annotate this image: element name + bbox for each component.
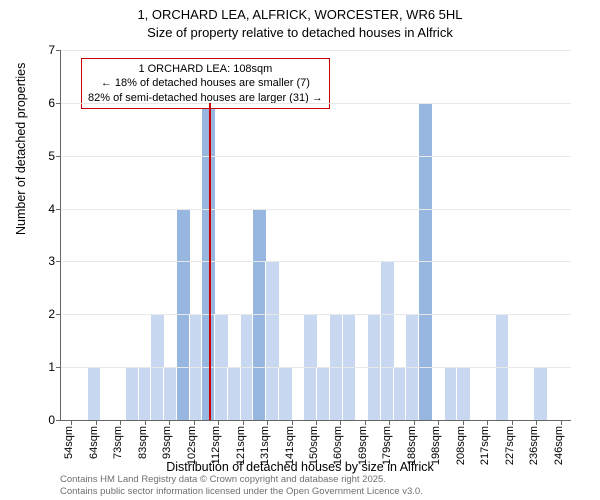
gridline	[61, 314, 571, 315]
attribution: Contains HM Land Registry data © Crown c…	[60, 474, 423, 498]
xtick-mark	[243, 420, 244, 425]
chart-title: 1, ORCHARD LEA, ALFRICK, WORCESTER, WR6 …	[0, 0, 600, 41]
histogram-bar	[533, 367, 548, 420]
xtick-mark	[487, 420, 488, 425]
xtick-mark	[389, 420, 390, 425]
xtick-label: 112sqm	[210, 426, 222, 464]
xtick-mark	[438, 420, 439, 425]
xtick-mark	[316, 420, 317, 425]
xtick-mark	[365, 420, 366, 425]
gridline	[61, 209, 571, 210]
ytick-mark	[56, 314, 61, 315]
legend-line2: ← 18% of detached houses are smaller (7)	[88, 76, 323, 90]
xtick-label: 169sqm	[357, 426, 369, 465]
gridline	[61, 261, 571, 262]
ytick-mark	[56, 209, 61, 210]
xtick-label: 83sqm	[137, 426, 149, 459]
xtick-mark	[96, 420, 97, 425]
xtick-label: 150sqm	[308, 426, 320, 465]
ytick-mark	[56, 367, 61, 368]
gridline	[61, 103, 571, 104]
histogram-bar	[456, 367, 471, 420]
xtick-label: 64sqm	[88, 426, 100, 459]
histogram-bar	[87, 367, 102, 420]
xtick-label: 93sqm	[161, 426, 173, 459]
xtick-mark	[414, 420, 415, 425]
chart-container: { "chart": { "type": "histogram", "title…	[0, 0, 600, 500]
ytick-mark	[56, 50, 61, 51]
gridline	[61, 156, 571, 157]
ytick-label: 3	[35, 254, 55, 268]
xtick-label: 208sqm	[455, 426, 467, 465]
xtick-label: 121sqm	[235, 426, 247, 465]
xtick-mark	[194, 420, 195, 425]
y-axis-label: Number of detached properties	[14, 63, 28, 235]
xtick-label: 179sqm	[381, 426, 393, 465]
plot-area: 1 ORCHARD LEA: 108sqm ← 18% of detached …	[60, 50, 571, 421]
gridline	[61, 367, 571, 368]
xtick-label: 188sqm	[406, 426, 418, 465]
histogram-bar	[278, 367, 293, 420]
xtick-mark	[292, 420, 293, 425]
xtick-label: 217sqm	[479, 426, 491, 465]
xtick-label: 73sqm	[112, 426, 124, 459]
indicator-line	[209, 103, 211, 420]
chart-title-line2: Size of property relative to detached ho…	[0, 24, 600, 42]
xtick-mark	[561, 420, 562, 425]
attribution-line1: Contains HM Land Registry data © Crown c…	[60, 474, 423, 486]
xtick-label: 54sqm	[63, 426, 75, 459]
xtick-mark	[267, 420, 268, 425]
legend-box: 1 ORCHARD LEA: 108sqm ← 18% of detached …	[81, 58, 330, 109]
xtick-mark	[512, 420, 513, 425]
ytick-label: 4	[35, 202, 55, 216]
ytick-mark	[56, 156, 61, 157]
ytick-mark	[56, 420, 61, 421]
ytick-label: 1	[35, 360, 55, 374]
xtick-mark	[340, 420, 341, 425]
ytick-label: 7	[35, 43, 55, 57]
attribution-line2: Contains public sector information licen…	[60, 486, 423, 498]
ytick-mark	[56, 103, 61, 104]
xtick-label: 160sqm	[332, 426, 344, 465]
xtick-mark	[463, 420, 464, 425]
xtick-mark	[169, 420, 170, 425]
chart-title-line1: 1, ORCHARD LEA, ALFRICK, WORCESTER, WR6 …	[0, 6, 600, 24]
xtick-mark	[536, 420, 537, 425]
gridline	[61, 50, 571, 51]
xtick-mark	[145, 420, 146, 425]
ytick-label: 0	[35, 413, 55, 427]
xtick-mark	[120, 420, 121, 425]
xtick-label: 198sqm	[430, 426, 442, 465]
ytick-mark	[56, 261, 61, 262]
ytick-label: 2	[35, 307, 55, 321]
xtick-label: 236sqm	[528, 426, 540, 465]
xtick-label: 246sqm	[553, 426, 565, 465]
xtick-label: 102sqm	[186, 426, 198, 465]
xtick-label: 141sqm	[284, 426, 296, 465]
ytick-label: 6	[35, 96, 55, 110]
xtick-label: 131sqm	[259, 426, 271, 465]
ytick-label: 5	[35, 149, 55, 163]
legend-line1: 1 ORCHARD LEA: 108sqm	[88, 62, 323, 76]
xtick-mark	[218, 420, 219, 425]
xtick-mark	[71, 420, 72, 425]
xtick-label: 227sqm	[504, 426, 516, 465]
